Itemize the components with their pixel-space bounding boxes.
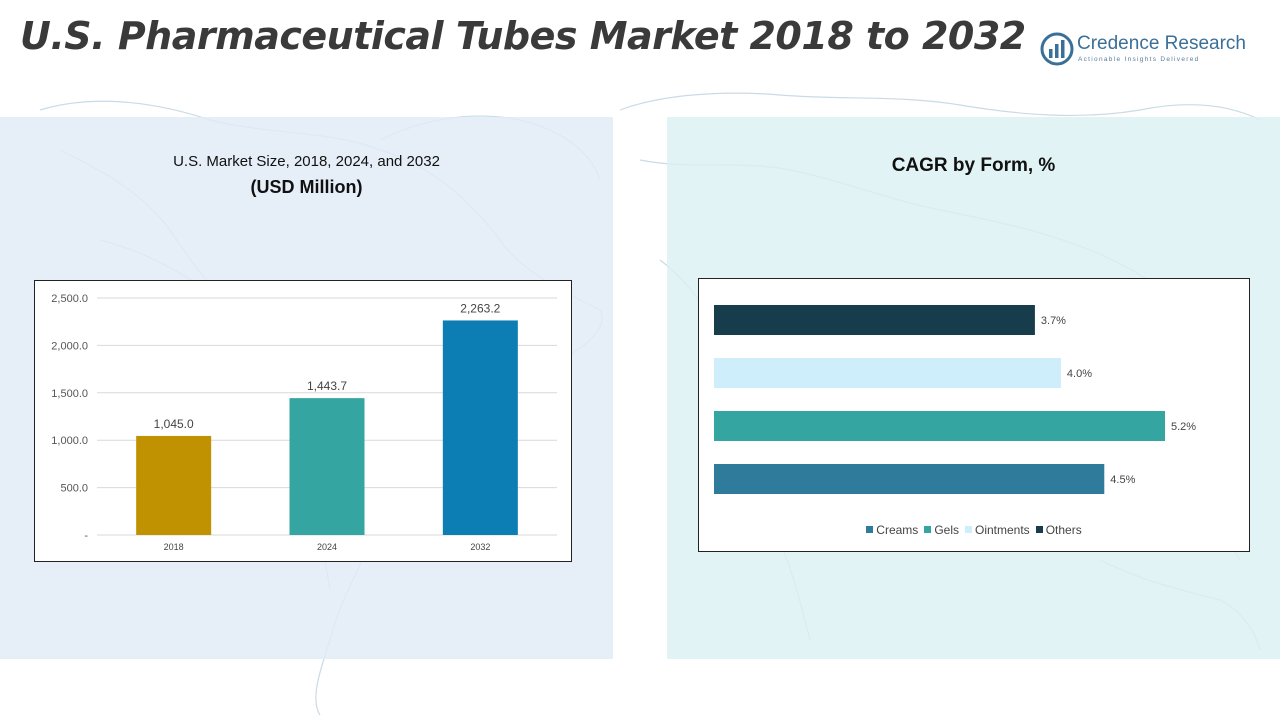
legend-swatch xyxy=(965,526,972,534)
data-label: 2,263.2 xyxy=(460,301,500,315)
page-title: U.S. Pharmaceutical Tubes Market 2018 to… xyxy=(20,14,1026,58)
y-tick-label: 1,500.0 xyxy=(51,388,88,400)
bar-gels xyxy=(714,411,1165,441)
bar-2018 xyxy=(136,435,212,535)
bar-2024 xyxy=(289,398,365,535)
market-size-chart: - 500.0 1,000.0 1,500.0 2,000.0 2,500.0 1,045.… xyxy=(34,280,572,562)
bar-2032 xyxy=(442,320,518,535)
legend-label: Others xyxy=(1045,523,1082,537)
chart-legend: Creams Gels Ointments Others xyxy=(699,523,1249,537)
y-tick-label: 1,000.0 xyxy=(51,435,88,447)
bar-creams xyxy=(714,464,1105,494)
legend-item-ointments: Ointments xyxy=(965,523,1030,537)
x-tick-label: 2032 xyxy=(470,542,490,552)
legend-item-others: Others xyxy=(1035,523,1082,537)
x-tick-label: 2018 xyxy=(164,542,184,552)
legend-label: Ointments xyxy=(975,523,1030,537)
brand-logo: Credence Research Actionable Insights De… xyxy=(1040,30,1260,70)
data-label: 4.5% xyxy=(1110,474,1135,486)
cagr-chart: 4.5% 5.2% 4.0% 3.7% Creams Gels Ointments Othe… xyxy=(698,278,1250,552)
legend-label: Gels xyxy=(934,523,959,537)
bar-others xyxy=(714,305,1035,335)
y-tick-label: 2,500.0 xyxy=(51,293,88,305)
legend-swatch xyxy=(866,526,874,534)
market-size-unit: (USD Million) xyxy=(250,177,363,197)
y-tick-label: 2,000.0 xyxy=(51,340,88,352)
logo-name: Credence Research xyxy=(1077,33,1246,54)
y-tick-label: - xyxy=(84,530,88,542)
data-label: 1,443.7 xyxy=(307,379,347,393)
bar-ointments xyxy=(714,358,1061,388)
data-label: 3.7% xyxy=(1041,315,1066,327)
market-size-bar-chart: - 500.0 1,000.0 1,500.0 2,000.0 2,500.0 1,045.… xyxy=(51,293,557,552)
data-label: 4.0% xyxy=(1067,368,1092,380)
legend-swatch xyxy=(924,526,932,534)
legend-label: Creams xyxy=(876,523,919,537)
y-tick-label: 500.0 xyxy=(60,483,88,495)
data-label: 1,045.0 xyxy=(154,417,194,431)
legend-swatch xyxy=(1035,526,1043,534)
x-tick-label: 2024 xyxy=(317,542,337,552)
data-label: 5.2% xyxy=(1171,421,1196,433)
logo-tagline: Actionable Insights Delivered xyxy=(1078,56,1200,63)
cagr-title: CAGR by Form, % xyxy=(891,155,1056,176)
legend-item-creams: Creams xyxy=(866,523,918,537)
cagr-bar-chart: 4.5% 5.2% 4.0% 3.7% xyxy=(714,305,1196,494)
legend-item-gels: Gels xyxy=(924,523,959,537)
market-size-title: U.S. Market Size, 2018, 2024, and 2032 xyxy=(173,153,440,170)
logo-icon xyxy=(1040,32,1074,66)
